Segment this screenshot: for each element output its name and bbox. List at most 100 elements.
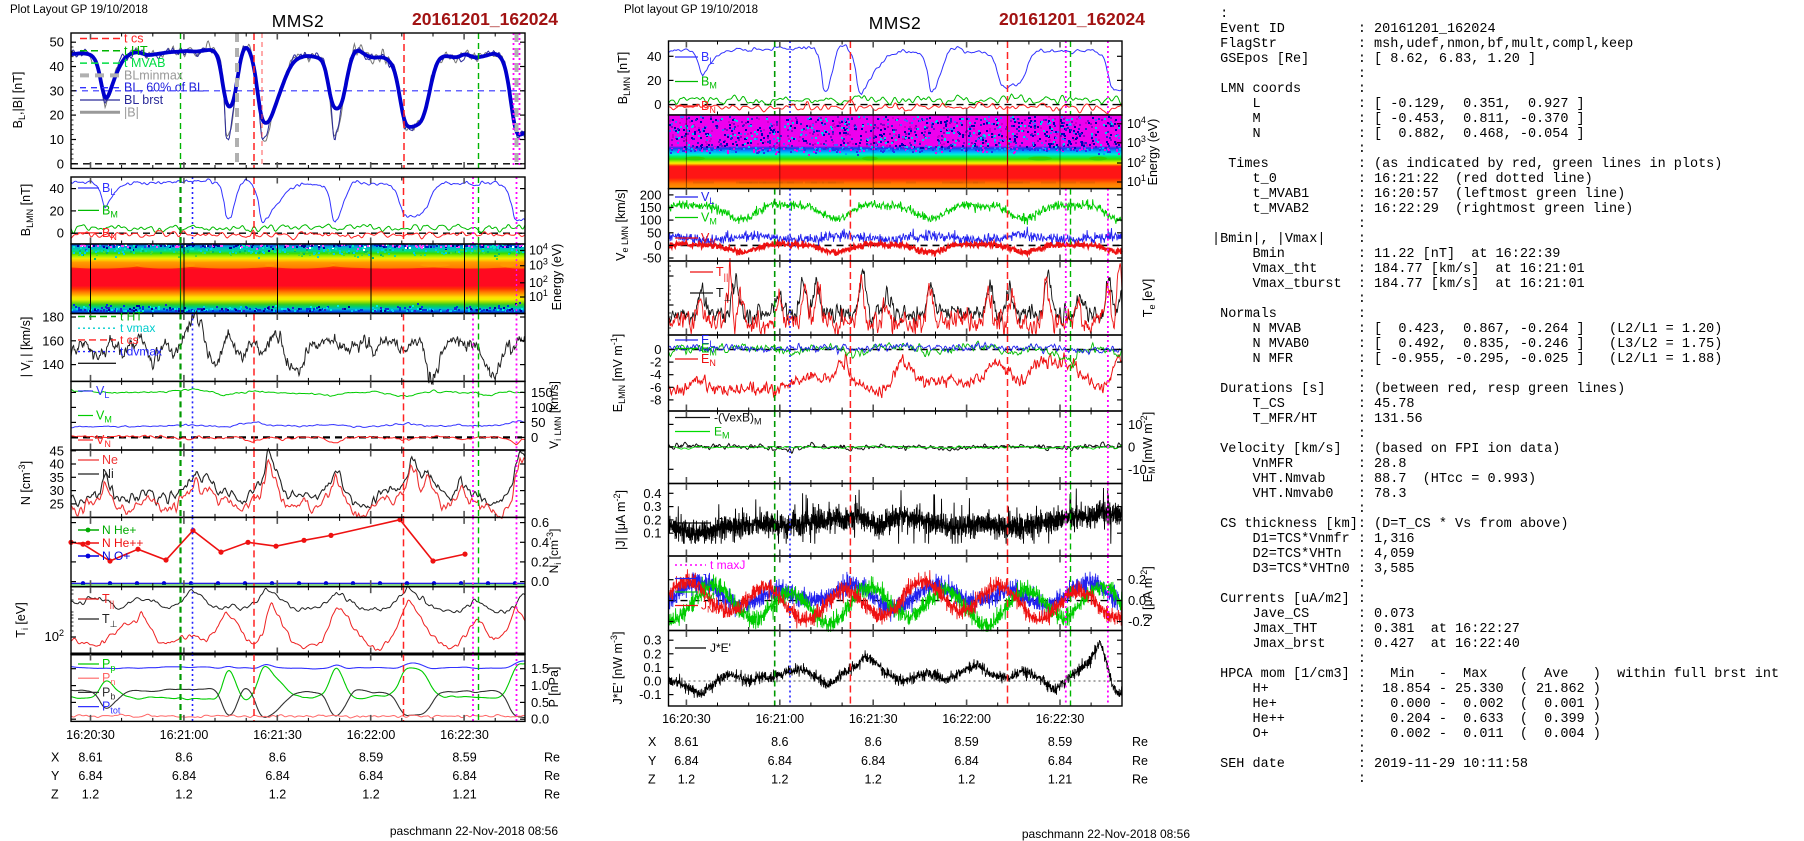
svg-text:Z: Z xyxy=(648,773,656,787)
svg-text:X: X xyxy=(51,751,60,765)
svg-text:6.84: 6.84 xyxy=(78,769,102,783)
svg-text:16:20:30: 16:20:30 xyxy=(662,712,711,726)
svg-text:Ptot​: Ptot​ xyxy=(102,700,121,716)
svg-text:-2: -2 xyxy=(650,355,662,370)
svg-text:0.3: 0.3 xyxy=(643,499,661,514)
svg-text:EM​ [mW m-2​]: EM​ [mW m-2​] xyxy=(1139,412,1157,482)
svg-text:t MVAB: t MVAB xyxy=(124,56,165,70)
svg-text:6.84: 6.84 xyxy=(359,769,383,783)
svg-text:6.84: 6.84 xyxy=(861,754,885,768)
svg-text:103​: 103​ xyxy=(1127,134,1146,150)
svg-text:0: 0 xyxy=(57,226,64,241)
svg-text:6.84: 6.84 xyxy=(172,769,196,783)
svg-text:t maxJ: t maxJ xyxy=(710,558,745,572)
svg-text:100: 100 xyxy=(640,213,662,228)
svg-text:-0.1: -0.1 xyxy=(639,687,661,702)
svg-text:100: 100 xyxy=(531,400,553,415)
svg-text:BLMN​ [nT]: BLMN​ [nT] xyxy=(19,184,35,236)
svg-text:-10: -10 xyxy=(1128,462,1147,477)
svg-text:Ni [cm-3]: Ni [cm-3] xyxy=(545,529,563,574)
svg-text:BM​: BM​ xyxy=(102,203,118,219)
svg-text:0.2: 0.2 xyxy=(643,512,661,527)
svg-text:t HT: t HT xyxy=(124,44,148,58)
svg-text:VL​: VL​ xyxy=(701,190,714,206)
svg-text:|J|: |J| xyxy=(714,516,727,530)
svg-text:50: 50 xyxy=(531,415,545,430)
svg-text:BL​,|B| [nT]: BL​,|B| [nT] xyxy=(11,72,27,129)
svg-text:10: 10 xyxy=(1128,417,1142,432)
svg-text:Te​ [eV]: Te​ [eV] xyxy=(1141,279,1157,317)
svg-text:16:21:30: 16:21:30 xyxy=(849,712,898,726)
svg-text:8.6: 8.6 xyxy=(865,735,882,749)
svg-text:0.2: 0.2 xyxy=(1128,572,1146,587)
svg-text:EM​: EM​ xyxy=(714,425,730,441)
svg-text:BL​: BL​ xyxy=(102,181,115,197)
svg-text:1.0: 1.0 xyxy=(531,678,549,693)
svg-text:Re: Re xyxy=(1132,773,1148,787)
svg-text:N He++: N He++ xyxy=(102,536,143,550)
svg-text:paschmann 22-Nov-2018 08:56: paschmann 22-Nov-2018 08:56 xyxy=(1022,827,1190,841)
svg-text:BL brst: BL brst xyxy=(124,93,164,107)
svg-text:200: 200 xyxy=(640,187,662,202)
svg-text:16:21:00: 16:21:00 xyxy=(160,728,209,742)
svg-text:Y: Y xyxy=(51,769,60,783)
svg-text:6.84: 6.84 xyxy=(265,769,289,783)
svg-text:t HT: t HT xyxy=(120,310,143,324)
svg-text:t vmax: t vmax xyxy=(120,321,155,335)
svg-text:X: X xyxy=(648,735,657,749)
svg-text:0.5: 0.5 xyxy=(531,695,549,710)
svg-text:0.0: 0.0 xyxy=(531,574,549,589)
svg-text:50: 50 xyxy=(647,225,661,240)
svg-text:30: 30 xyxy=(50,483,64,498)
svg-text:Vi​ LMN​ [km/s]: Vi​ LMN​ [km/s] xyxy=(547,381,563,449)
svg-text:ELMN​ [mV m-1​]: ELMN​ [mV m-1​] xyxy=(609,334,627,412)
svg-text:BL​: BL​ xyxy=(701,50,714,66)
svg-text:-4: -4 xyxy=(650,367,662,382)
svg-text:Energy (eV): Energy (eV) xyxy=(550,244,564,311)
svg-text:140: 140 xyxy=(42,357,64,372)
svg-text:Re: Re xyxy=(1132,735,1148,749)
svg-text:16:22:30: 16:22:30 xyxy=(440,728,489,742)
svg-text:BM​: BM​ xyxy=(701,75,717,91)
svg-text:10: 10 xyxy=(50,132,64,147)
svg-text:Ni: Ni xyxy=(102,467,114,481)
svg-text:20161201_162024: 20161201_162024 xyxy=(412,9,558,29)
svg-text:VN​: VN​ xyxy=(701,231,716,247)
svg-text:MMS2: MMS2 xyxy=(869,13,922,33)
svg-text:0.1: 0.1 xyxy=(643,660,661,675)
svg-text:Z: Z xyxy=(51,788,59,802)
svg-text:6.84: 6.84 xyxy=(452,769,476,783)
svg-text:Re: Re xyxy=(544,788,560,802)
svg-text:16:21:30: 16:21:30 xyxy=(253,728,302,742)
svg-text:16:20:30: 16:20:30 xyxy=(66,728,115,742)
svg-text:0.0: 0.0 xyxy=(1128,593,1146,608)
svg-text:8.6: 8.6 xyxy=(269,751,286,765)
svg-text:-0.2: -0.2 xyxy=(1128,614,1150,629)
svg-text:t cs: t cs xyxy=(120,333,139,347)
svg-text:0.0: 0.0 xyxy=(643,674,661,689)
svg-text:16:22:00: 16:22:00 xyxy=(347,728,396,742)
svg-text:0.2: 0.2 xyxy=(531,554,549,569)
svg-text:Energy (eV): Energy (eV) xyxy=(1146,119,1160,186)
svg-text:0.6: 0.6 xyxy=(531,515,549,530)
svg-text:101​: 101​ xyxy=(529,288,548,304)
svg-text:16:22:30: 16:22:30 xyxy=(1036,712,1085,726)
svg-text:P [nPa]: P [nPa] xyxy=(547,667,561,708)
svg-text:102​: 102​ xyxy=(45,628,64,644)
svg-text:1.2: 1.2 xyxy=(865,773,882,787)
svg-text:45: 45 xyxy=(50,443,64,458)
svg-text:20: 20 xyxy=(50,108,64,123)
svg-text:50: 50 xyxy=(50,35,64,50)
svg-text:-8: -8 xyxy=(650,392,662,407)
svg-text:8.59: 8.59 xyxy=(954,735,978,749)
svg-text:20: 20 xyxy=(50,203,64,218)
svg-text:Ti​ [eV]: Ti​ [eV] xyxy=(14,602,30,637)
svg-text:VM​: VM​ xyxy=(96,409,112,425)
svg-text:T||​: T||​ xyxy=(102,592,114,609)
svg-text:MMS2: MMS2 xyxy=(272,11,325,31)
svg-text:J*E': J*E' xyxy=(710,641,731,655)
svg-text:8.61: 8.61 xyxy=(674,735,698,749)
svg-text:8.61: 8.61 xyxy=(78,751,102,765)
svg-text:35: 35 xyxy=(50,470,64,485)
svg-text:0.4: 0.4 xyxy=(643,486,661,501)
